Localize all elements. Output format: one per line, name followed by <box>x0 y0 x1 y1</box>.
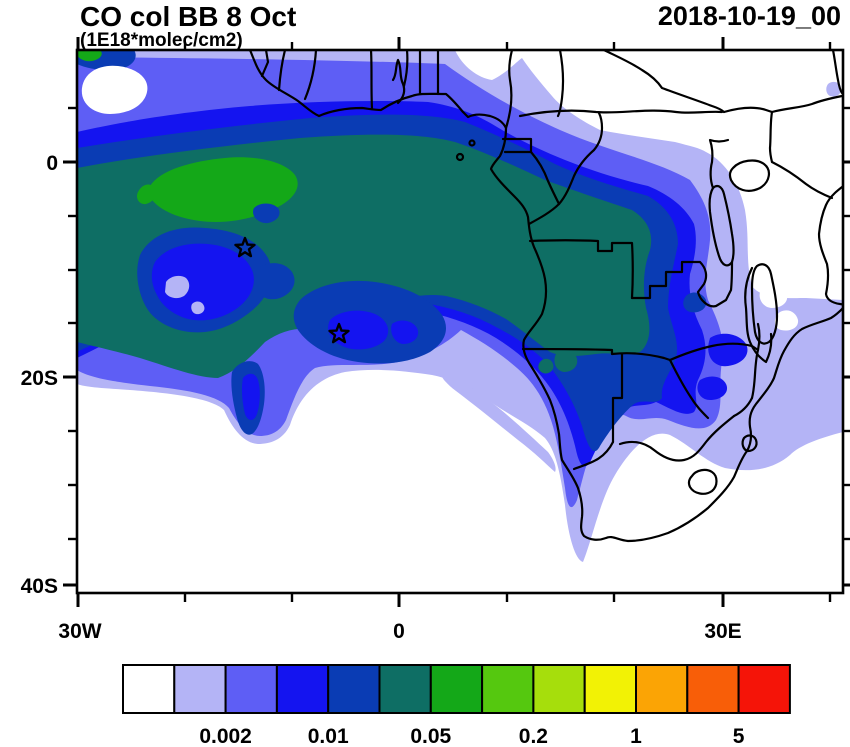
border-botswana-zim <box>668 358 710 420</box>
colorbar-label: 0.05 <box>410 725 451 747</box>
border-congo-river <box>527 111 604 226</box>
white-patch-top-left <box>81 65 148 114</box>
border-lesotho <box>687 468 718 495</box>
x-tick-0: 0 <box>393 620 405 643</box>
colorbar-cell <box>686 664 740 714</box>
border-ivory-ghana <box>369 50 374 111</box>
y-tick-20s: 20S <box>21 367 58 390</box>
contour-dot-right-edge <box>826 81 842 97</box>
star-marker-1 <box>234 236 256 258</box>
colorbar-label: 0.2 <box>519 725 548 747</box>
colorbar-labels: 0.002 0.01 0.05 0.2 1 5 <box>199 725 744 747</box>
x-tick-30e: 30E <box>704 620 741 643</box>
border-drc-zambia <box>630 260 734 308</box>
country-borders <box>248 50 843 543</box>
white-patch-lake-victoria <box>729 160 769 191</box>
white-patch-malawi-east-a <box>759 284 788 308</box>
colorbar-cell <box>173 664 227 714</box>
border-malawi-west <box>744 266 773 364</box>
page-title: CO col BB 8 Oct <box>80 1 296 32</box>
fire-markers <box>234 236 350 344</box>
lake-victoria-outline <box>728 159 770 192</box>
lake-malawi <box>750 263 779 345</box>
hole1-navy-blob-east <box>254 263 295 300</box>
border-gabon-congo <box>529 150 561 206</box>
colorbar-label: 1 <box>630 725 642 747</box>
colorbar-cell <box>481 664 535 714</box>
border-namibia-botswana <box>611 352 624 444</box>
colorbar-cell <box>327 664 381 714</box>
border-angola-namibia <box>521 347 672 362</box>
border-limpopo-zim-sa <box>732 396 754 418</box>
border-uganda-kenya <box>768 110 774 164</box>
border-ethiopia-kenya <box>770 94 843 114</box>
lake-volta <box>391 58 406 105</box>
x-axis-labels: 30W 0 30E <box>58 620 741 643</box>
colorbar-cell <box>122 664 176 714</box>
border-drc-angola <box>528 239 634 300</box>
border-sierra-leone <box>277 50 287 92</box>
star-marker-2 <box>328 322 350 344</box>
colorbar-label: 0.002 <box>199 725 252 747</box>
units-subtitle: (1E18*molec/cm2) <box>80 30 243 51</box>
x-tick-30w: 30W <box>58 620 101 643</box>
border-drc-east <box>708 138 730 190</box>
timestamp-label: 2018-10-19_00 <box>658 1 841 31</box>
plot-frame <box>75 48 845 595</box>
border-botswana-sa <box>618 414 736 462</box>
colorbar-cell <box>583 664 638 714</box>
border-liberia <box>303 50 318 101</box>
colorbar-label: 5 <box>733 725 745 747</box>
colorbar-cell <box>275 664 330 714</box>
white-patch-malawi-east-b <box>774 310 799 331</box>
corner-green-patch <box>77 50 102 62</box>
contour-layers <box>77 50 843 593</box>
colorbar-cell <box>429 664 484 714</box>
border-chad-sudan <box>602 50 726 114</box>
island-sao-tome <box>455 152 465 162</box>
green-fragment-west <box>136 184 156 205</box>
border-eq-guinea <box>501 137 533 154</box>
lake-tanganyika <box>708 184 735 267</box>
east-coastline <box>817 184 843 306</box>
colorbar: 0.002 0.01 0.05 0.2 1 5 <box>122 664 791 747</box>
hole1-blue-core <box>151 243 254 321</box>
colorbar-cell <box>635 664 689 714</box>
colorbar-cell <box>224 664 278 714</box>
contour-streak-ocean <box>440 372 556 472</box>
y-tick-0: 0 <box>46 152 58 175</box>
colorbar-label: 0.01 <box>308 725 349 747</box>
colorbar-cell <box>737 664 791 714</box>
border-central-4n <box>518 109 724 118</box>
zimbabwe-blue-patch-a <box>708 333 748 367</box>
y-tick-40s: 40S <box>21 575 58 598</box>
border-ssudan-ethiopia <box>722 106 774 114</box>
colorbar-cell <box>378 664 432 714</box>
border-ghana-togo <box>402 50 409 88</box>
hole1-navy-blob-north <box>253 203 280 224</box>
border-eswatini <box>741 434 758 453</box>
border-guinea <box>260 50 270 78</box>
teal-patch-namibia-2 <box>538 358 554 374</box>
hole1-lavender-patch-a <box>165 275 190 299</box>
y-axis-labels: 0 20S 40S <box>21 152 58 598</box>
hole1-lavender-patch-b <box>191 301 205 315</box>
teal-patch-namibia-1 <box>554 349 578 372</box>
colorbar-cell <box>532 664 586 714</box>
border-nigeria-cameroon <box>504 50 514 130</box>
border-orange-river <box>572 440 615 471</box>
border-right-corner <box>831 50 843 95</box>
hole2-blue-patch-b <box>391 320 419 344</box>
zimbabwe-blue-patch-b <box>697 376 728 400</box>
border-cameroon-car <box>556 50 565 118</box>
border-zambezi <box>668 342 760 362</box>
axis-ticks <box>63 37 850 607</box>
island-principe <box>468 139 476 147</box>
tongue-blue-core <box>241 373 260 420</box>
border-tanzania-kenya <box>770 160 834 200</box>
